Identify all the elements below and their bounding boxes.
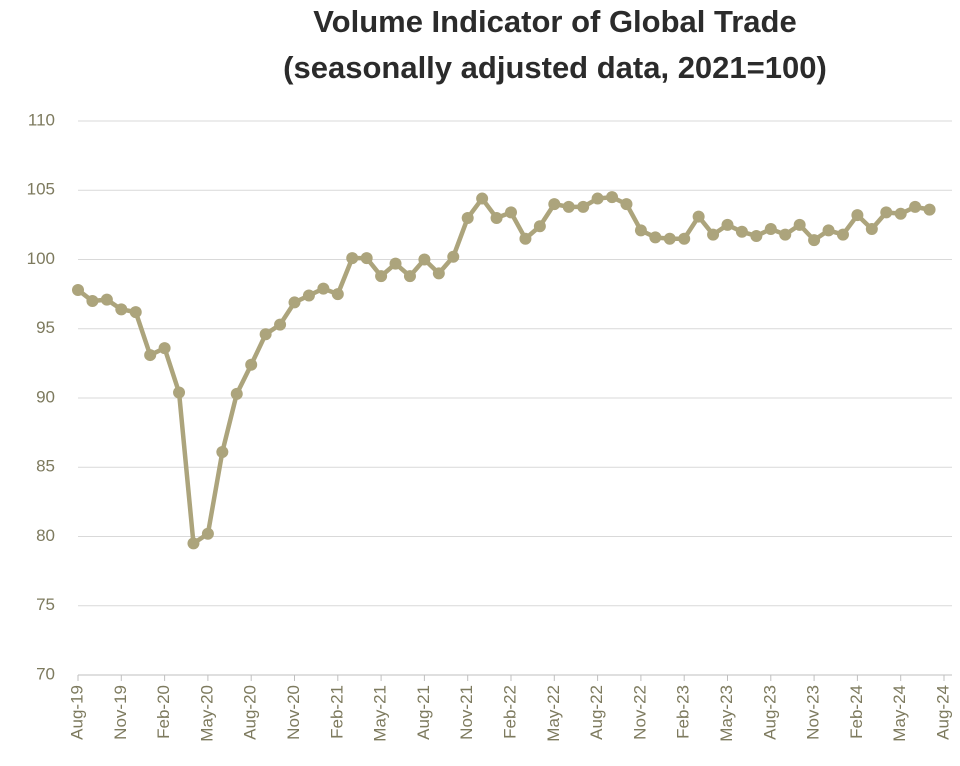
- x-tick-label: Aug-20: [241, 685, 260, 740]
- x-tick-label: Aug-23: [760, 685, 779, 740]
- data-point: [865, 223, 878, 236]
- x-tick-label: Aug-19: [67, 685, 86, 740]
- chart-subtitle: (seasonally adjusted data, 2021=100): [283, 50, 827, 85]
- data-point: [533, 220, 546, 233]
- data-point: [707, 228, 720, 241]
- x-tick-label: Nov-19: [111, 685, 130, 740]
- data-point: [389, 257, 402, 270]
- data-point: [274, 318, 287, 331]
- data-point: [836, 228, 849, 241]
- x-tick-label: May-22: [544, 685, 563, 742]
- y-tick-label: 100: [27, 249, 55, 268]
- x-tick-label: May-20: [197, 685, 216, 742]
- data-point: [562, 200, 575, 213]
- data-point: [187, 537, 200, 550]
- data-point: [851, 209, 864, 222]
- y-tick-label: 110: [28, 110, 55, 129]
- x-tick-label: Nov-23: [804, 685, 823, 740]
- x-tick-label: Feb-23: [674, 685, 693, 739]
- data-point: [375, 270, 388, 283]
- data-point: [288, 296, 301, 309]
- x-tick-label: Aug-22: [587, 685, 606, 740]
- x-tick-label: Aug-21: [414, 685, 433, 740]
- y-tick-label: 70: [36, 664, 55, 683]
- data-point: [880, 206, 893, 219]
- data-point: [548, 198, 561, 211]
- data-point: [144, 349, 157, 362]
- data-point: [245, 358, 258, 371]
- x-tick-label: May-21: [371, 685, 390, 742]
- data-point: [360, 252, 373, 265]
- data-line: [76, 194, 930, 546]
- data-point: [735, 225, 748, 238]
- data-point: [447, 250, 460, 263]
- x-tick-label: Feb-24: [847, 685, 866, 739]
- data-point: [779, 228, 792, 241]
- data-point: [923, 203, 936, 216]
- data-point: [894, 207, 907, 220]
- data-point: [173, 386, 186, 399]
- data-point: [403, 270, 416, 283]
- data-point: [72, 283, 84, 296]
- data-point: [461, 211, 474, 224]
- data-point: [158, 342, 171, 355]
- data-point: [808, 234, 821, 247]
- data-point: [115, 303, 128, 316]
- data-point: [317, 282, 330, 295]
- data-point: [129, 306, 142, 319]
- y-tick-label: 80: [36, 526, 55, 545]
- x-tick-label: May-24: [890, 685, 909, 742]
- data-point: [432, 267, 445, 280]
- data-point: [216, 446, 229, 459]
- data-point: [201, 527, 214, 540]
- y-tick-label: 75: [36, 595, 55, 614]
- x-tick-label: Feb-20: [154, 685, 173, 739]
- y-tick-label: 90: [36, 387, 55, 406]
- data-point: [678, 232, 691, 245]
- data-point: [230, 387, 243, 400]
- x-tick-label: May-23: [717, 685, 736, 742]
- data-point: [490, 211, 503, 224]
- data-point: [692, 210, 705, 223]
- data-point: [663, 232, 676, 245]
- data-point: [721, 218, 734, 231]
- data-point: [418, 253, 431, 266]
- x-tick-label: Nov-20: [284, 685, 303, 740]
- chart-title: Volume Indicator of Global Trade: [313, 4, 796, 39]
- data-point: [591, 192, 604, 205]
- data-point: [302, 289, 315, 302]
- data-point: [764, 223, 777, 236]
- data-point: [606, 191, 619, 204]
- data-point: [822, 224, 835, 237]
- data-point: [505, 206, 517, 219]
- x-tick-label: Feb-21: [327, 685, 346, 739]
- data-point: [620, 198, 633, 211]
- data-point: [634, 224, 647, 237]
- data-point: [476, 192, 489, 205]
- data-point: [86, 295, 99, 308]
- x-tick-label: Nov-22: [630, 685, 649, 740]
- x-tick-label: Aug-24: [933, 685, 952, 740]
- data-point: [909, 200, 922, 213]
- x-tick-label: Nov-21: [457, 685, 476, 740]
- data-point: [259, 328, 272, 341]
- y-tick-label: 95: [36, 318, 55, 337]
- x-tick-label: Feb-22: [500, 685, 519, 739]
- data-point: [793, 218, 806, 231]
- data-point: [577, 200, 590, 213]
- data-point: [750, 229, 763, 242]
- data-point: [519, 232, 532, 245]
- y-tick-label: 85: [36, 457, 55, 476]
- data-point: [649, 231, 662, 244]
- data-point: [346, 252, 359, 265]
- data-point: [100, 293, 113, 306]
- y-tick-label: 105: [27, 180, 55, 199]
- data-point: [331, 288, 344, 301]
